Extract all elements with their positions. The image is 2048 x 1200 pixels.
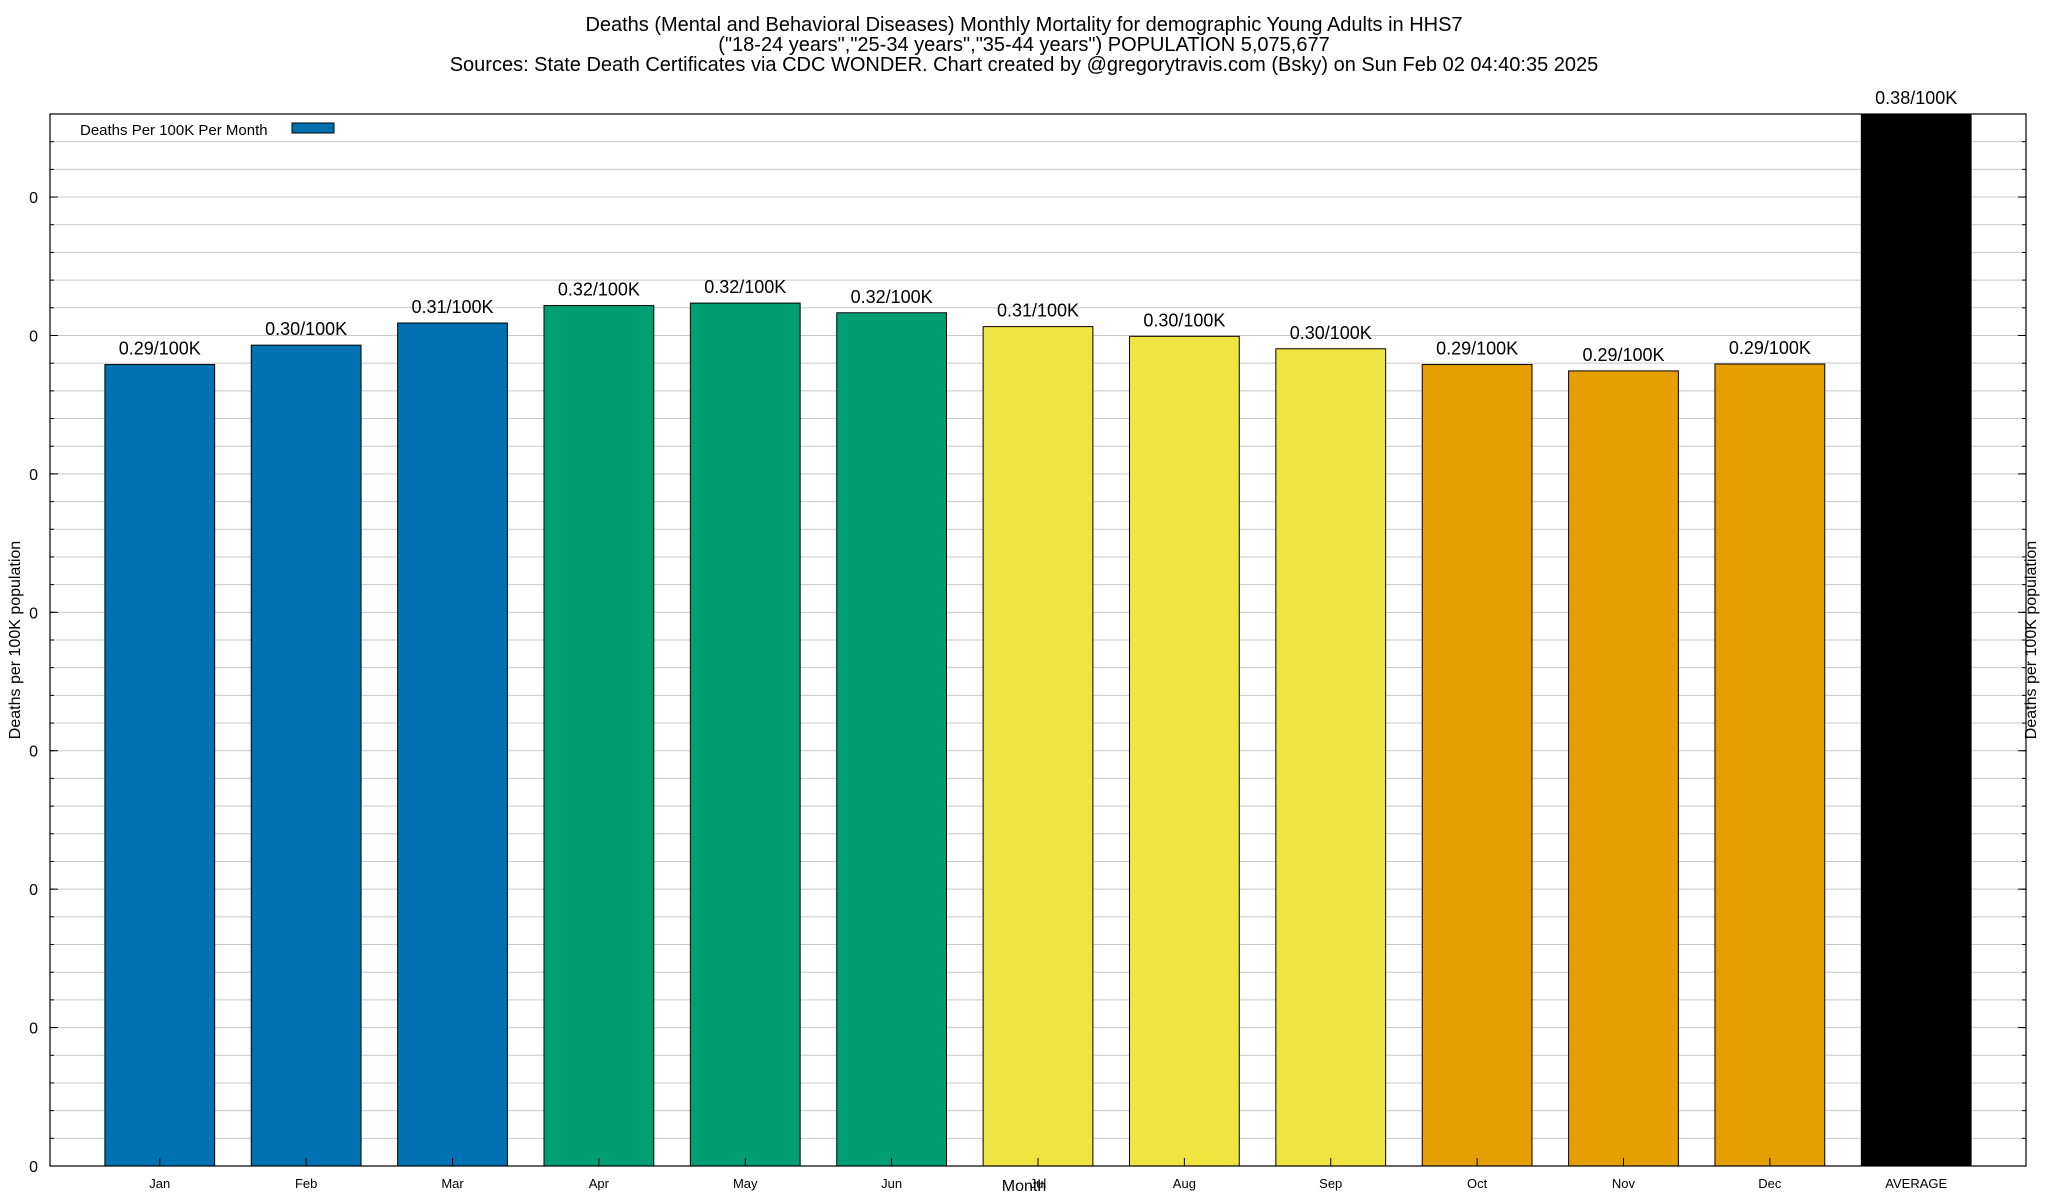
chart-source-line: Sources: State Death Certificates via CD… [449, 54, 1599, 76]
bar-apr [543, 305, 655, 1167]
bar-mar [397, 322, 508, 1167]
value-label: 0.29/100K [1582, 345, 1664, 365]
y-axis-label: Deaths per 100K population [7, 540, 24, 740]
bar-sep [1275, 348, 1387, 1167]
y-tick-label: 0 [29, 328, 38, 345]
bars [104, 113, 1972, 1167]
y-tick-label: 0 [29, 744, 38, 761]
plot-frame [49, 113, 2027, 1167]
value-label: 0.32/100K [704, 277, 786, 297]
chart-subtitle: ("18-24 years","25-34 years","35-44 year… [718, 34, 1330, 56]
legend-label: Deaths Per 100K Per Month [80, 122, 268, 139]
value-label: 0.30/100K [1143, 310, 1225, 330]
bar-jan [104, 364, 216, 1167]
value-label: 0.38/100K [1875, 88, 1957, 108]
value-label: 0.31/100K [411, 297, 493, 317]
chart-title: Deaths (Mental and Behavioral Diseases) … [585, 14, 1463, 36]
bar-aug [1128, 335, 1240, 1167]
value-label: 0.29/100K [1729, 338, 1811, 358]
y-tick-label: 0 [29, 1021, 38, 1038]
y-tick-label: 0 [29, 467, 38, 484]
x-tick-label: Dec [1758, 1176, 1782, 1191]
y-axis-label-right: Deaths per 100K population [2023, 540, 2040, 740]
x-tick-label: Jan [149, 1176, 170, 1191]
bar-dec [1714, 363, 1826, 1167]
y-tick-label: 0 [29, 882, 38, 899]
y-tick-label: 0 [29, 190, 38, 207]
bar-jun [836, 312, 948, 1167]
x-tick-label: Sep [1319, 1176, 1342, 1191]
y-tick-label: 0 [29, 605, 38, 622]
legend-swatch [291, 122, 335, 134]
value-label: 0.31/100K [997, 301, 1079, 321]
value-label: 0.30/100K [1290, 323, 1372, 343]
y-tick-label: 0 [29, 1159, 38, 1176]
bar-may [689, 302, 801, 1167]
x-axis-ticks: Jan Feb Mar Apr May Jun Jul Aug Sep Oct Nov Dec AVER… [149, 1158, 1947, 1191]
x-tick-label: Jul [1030, 1176, 1047, 1191]
value-labels: 0.29/100K 0.30/100K 0.31/100K 0.32/100K 0.32… [119, 88, 1958, 365]
bar-feb [250, 344, 362, 1167]
value-label: 0.32/100K [558, 280, 640, 300]
x-tick-label: Feb [295, 1176, 317, 1191]
bar-oct [1421, 364, 1533, 1167]
x-tick-label: Nov [1612, 1176, 1636, 1191]
bar-average [1860, 113, 1972, 1167]
x-axis-label: Month [1001, 1178, 1047, 1195]
x-tick-label: Oct [1467, 1176, 1488, 1191]
x-tick-label: Jun [881, 1176, 902, 1191]
value-label: 0.29/100K [119, 339, 201, 359]
value-label: 0.29/100K [1436, 339, 1518, 359]
x-tick-label: Aug [1173, 1176, 1196, 1191]
x-tick-label: May [733, 1176, 758, 1191]
bar-jul [982, 326, 1094, 1167]
legend: Deaths Per 100K Per Month [80, 122, 335, 139]
x-tick-label: Mar [441, 1176, 464, 1191]
value-label: 0.30/100K [265, 319, 347, 339]
bar-nov [1568, 370, 1679, 1167]
x-tick-label: AVERAGE [1885, 1176, 1947, 1191]
x-tick-label: Apr [589, 1176, 610, 1191]
value-label: 0.32/100K [851, 287, 933, 307]
